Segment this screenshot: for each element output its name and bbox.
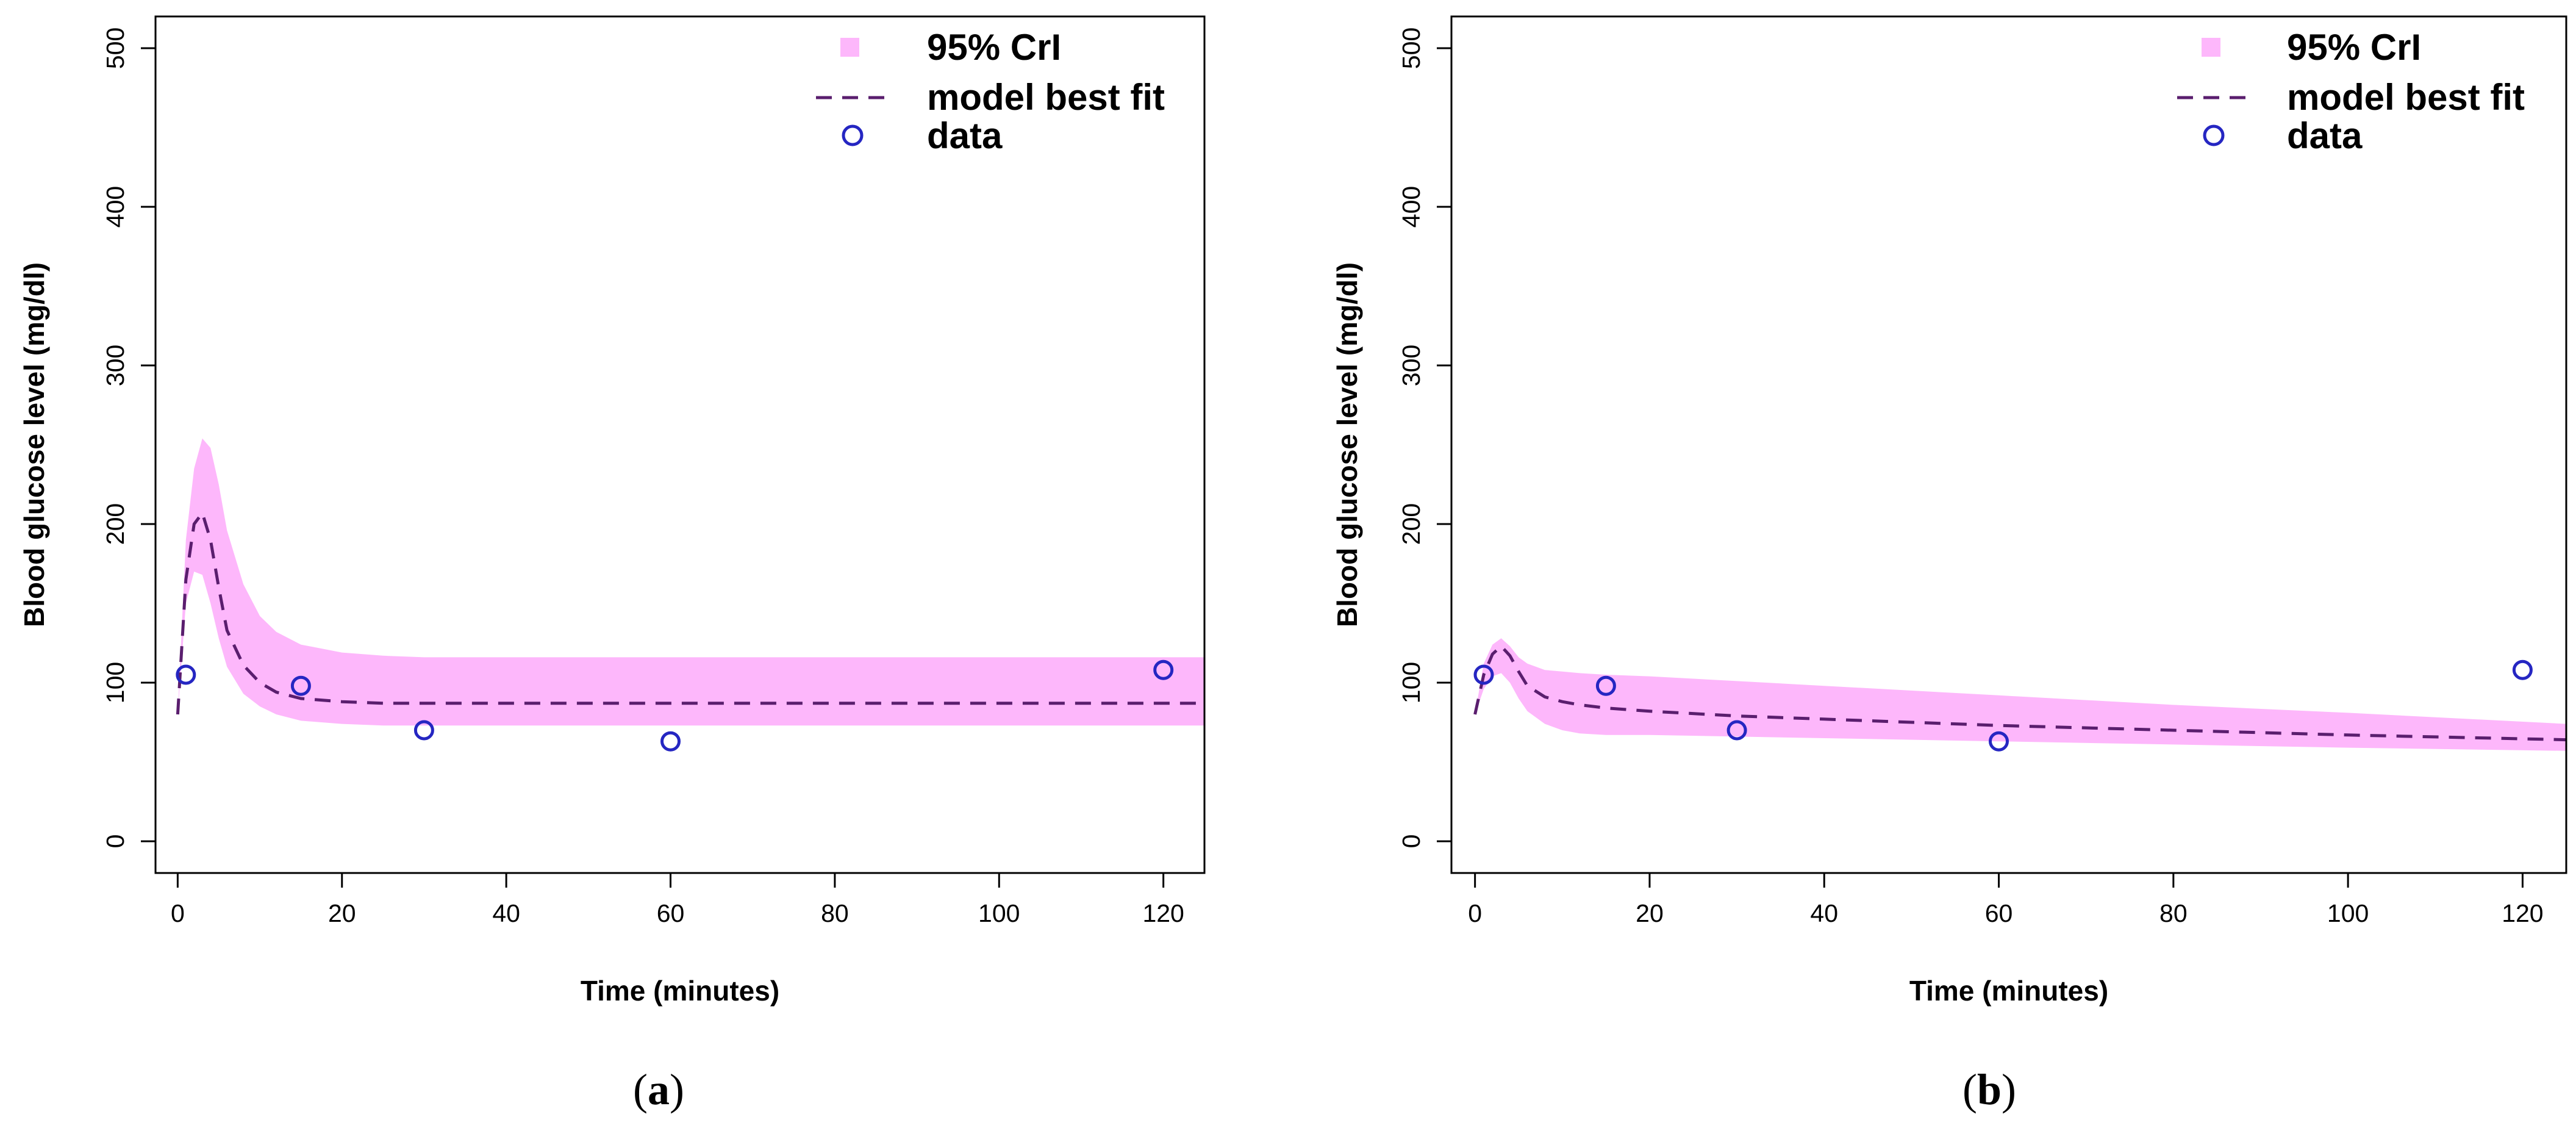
panel-a-line-layer	[176, 511, 1204, 715]
panel-b-caption: (b)	[1962, 1065, 2016, 1114]
panel-b-data-point	[1595, 675, 1616, 696]
panel-b-x-tick-label: 0	[1468, 899, 1482, 927]
panel-a-legend: 95% CrI model best fit data	[816, 27, 1165, 156]
panel-a-y-axis-title: Blood glucose level (mg/dl)	[18, 262, 50, 627]
panel-a-legend-points-label: data	[927, 115, 1003, 156]
panel-a-y-tick-label: 100	[101, 662, 129, 703]
panel-b-legend: 95% CrI model best fit data	[2177, 27, 2525, 156]
panel-a-caption-letter: a	[648, 1065, 670, 1114]
panel-b-x-ticks: 0 20 40 60 80 100 120	[1468, 872, 2544, 927]
panel-a-data-point	[176, 664, 196, 685]
panel-a-y-tick-label: 300	[101, 345, 129, 386]
panel-b-x-axis-title: Time (minutes)	[1909, 975, 2108, 1007]
panel-b-y-tick-label: 0	[1397, 835, 1425, 849]
panel-a-best-fit-line	[176, 511, 1204, 715]
panel-b-x-tick-label: 20	[1636, 899, 1664, 927]
panel-a-y-tick-label: 0	[101, 835, 129, 849]
panel-a: 0 20 40 60 80 100 120 0 100 200 300 400 500 Time (m…	[18, 15, 1206, 1114]
panel-a-y-tick-label: 400	[101, 186, 129, 228]
panel-a-data-point	[660, 731, 681, 752]
panel-a-point-layer	[176, 659, 1174, 752]
panel-a-data-point	[290, 675, 311, 696]
panel-a-x-axis-title: Time (minutes)	[581, 975, 779, 1007]
panel-b-legend-points-label: data	[2287, 115, 2363, 156]
panel-a-band-layer	[177, 438, 1204, 726]
panel-b-credible-band	[1475, 638, 2566, 751]
panel-a-y-tick-label: 200	[101, 503, 129, 545]
panel-b-data-point	[2512, 659, 2533, 680]
panel-a-y-tick-label: 500	[101, 27, 129, 69]
panel-a-data-point	[1153, 659, 1174, 680]
panel-a-legend-band-label: 95% CrI	[927, 27, 1061, 68]
panel-b: 0 20 40 60 80 100 120 0 100 200 300 400 500 Time (m…	[1331, 15, 2567, 1114]
panel-b-best-fit-line	[1473, 644, 2567, 742]
panel-b-x-tick-label: 40	[1810, 899, 1838, 927]
panel-b-line-layer	[1473, 644, 2567, 742]
panel-a-data-point	[413, 720, 434, 741]
panel-b-legend-line-label: model best fit	[2287, 77, 2525, 118]
panel-b-data-point	[1473, 664, 1494, 685]
panel-b-y-tick-label: 400	[1397, 186, 1425, 228]
panel-b-data-point	[1726, 720, 1747, 741]
panel-b-y-tick-label: 100	[1397, 662, 1425, 703]
panel-a-x-tick-label: 100	[978, 899, 1020, 927]
panel-b-data-point	[1989, 731, 2009, 752]
panel-b-y-tick-label: 200	[1397, 503, 1425, 545]
panel-a-x-tick-label: 80	[821, 899, 849, 927]
panel-a-legend-line-label: model best fit	[927, 77, 1165, 118]
panel-b-band-layer	[1475, 638, 2566, 751]
panel-b-y-tick-label: 300	[1397, 345, 1425, 386]
panel-b-y-axis-title: Blood glucose level (mg/dl)	[1331, 262, 1363, 627]
panel-b-legend-band-swatch	[2202, 38, 2220, 57]
panel-b-y-tick-label: 500	[1397, 27, 1425, 69]
panel-a-legend-band-swatch	[840, 38, 859, 57]
panel-a-x-ticks: 0 20 40 60 80 100 120	[171, 872, 1184, 927]
panel-b-legend-band-label: 95% CrI	[2287, 27, 2421, 68]
panel-a-x-tick-label: 60	[657, 899, 685, 927]
panel-a-credible-band	[177, 438, 1204, 726]
panel-a-y-ticks: 0 100 200 300 400 500	[101, 27, 156, 849]
panel-b-x-tick-label: 60	[1985, 899, 2013, 927]
panel-b-legend-points-swatch	[2203, 124, 2225, 146]
panel-b-x-tick-label: 100	[2327, 899, 2369, 927]
panel-a-caption: (a)	[633, 1065, 684, 1114]
panel-a-x-tick-label: 0	[171, 899, 185, 927]
panel-a-x-tick-label: 40	[492, 899, 520, 927]
panel-b-caption-letter: b	[1977, 1065, 2002, 1114]
panel-a-x-tick-label: 120	[1142, 899, 1184, 927]
panel-b-x-tick-label: 80	[2159, 899, 2188, 927]
panel-b-x-tick-label: 120	[2502, 899, 2543, 927]
panel-a-x-tick-label: 20	[328, 899, 356, 927]
panel-a-legend-points-swatch	[842, 124, 864, 146]
panel-b-y-ticks: 0 100 200 300 400 500	[1397, 27, 1451, 849]
panel-b-point-layer	[1473, 659, 2533, 752]
